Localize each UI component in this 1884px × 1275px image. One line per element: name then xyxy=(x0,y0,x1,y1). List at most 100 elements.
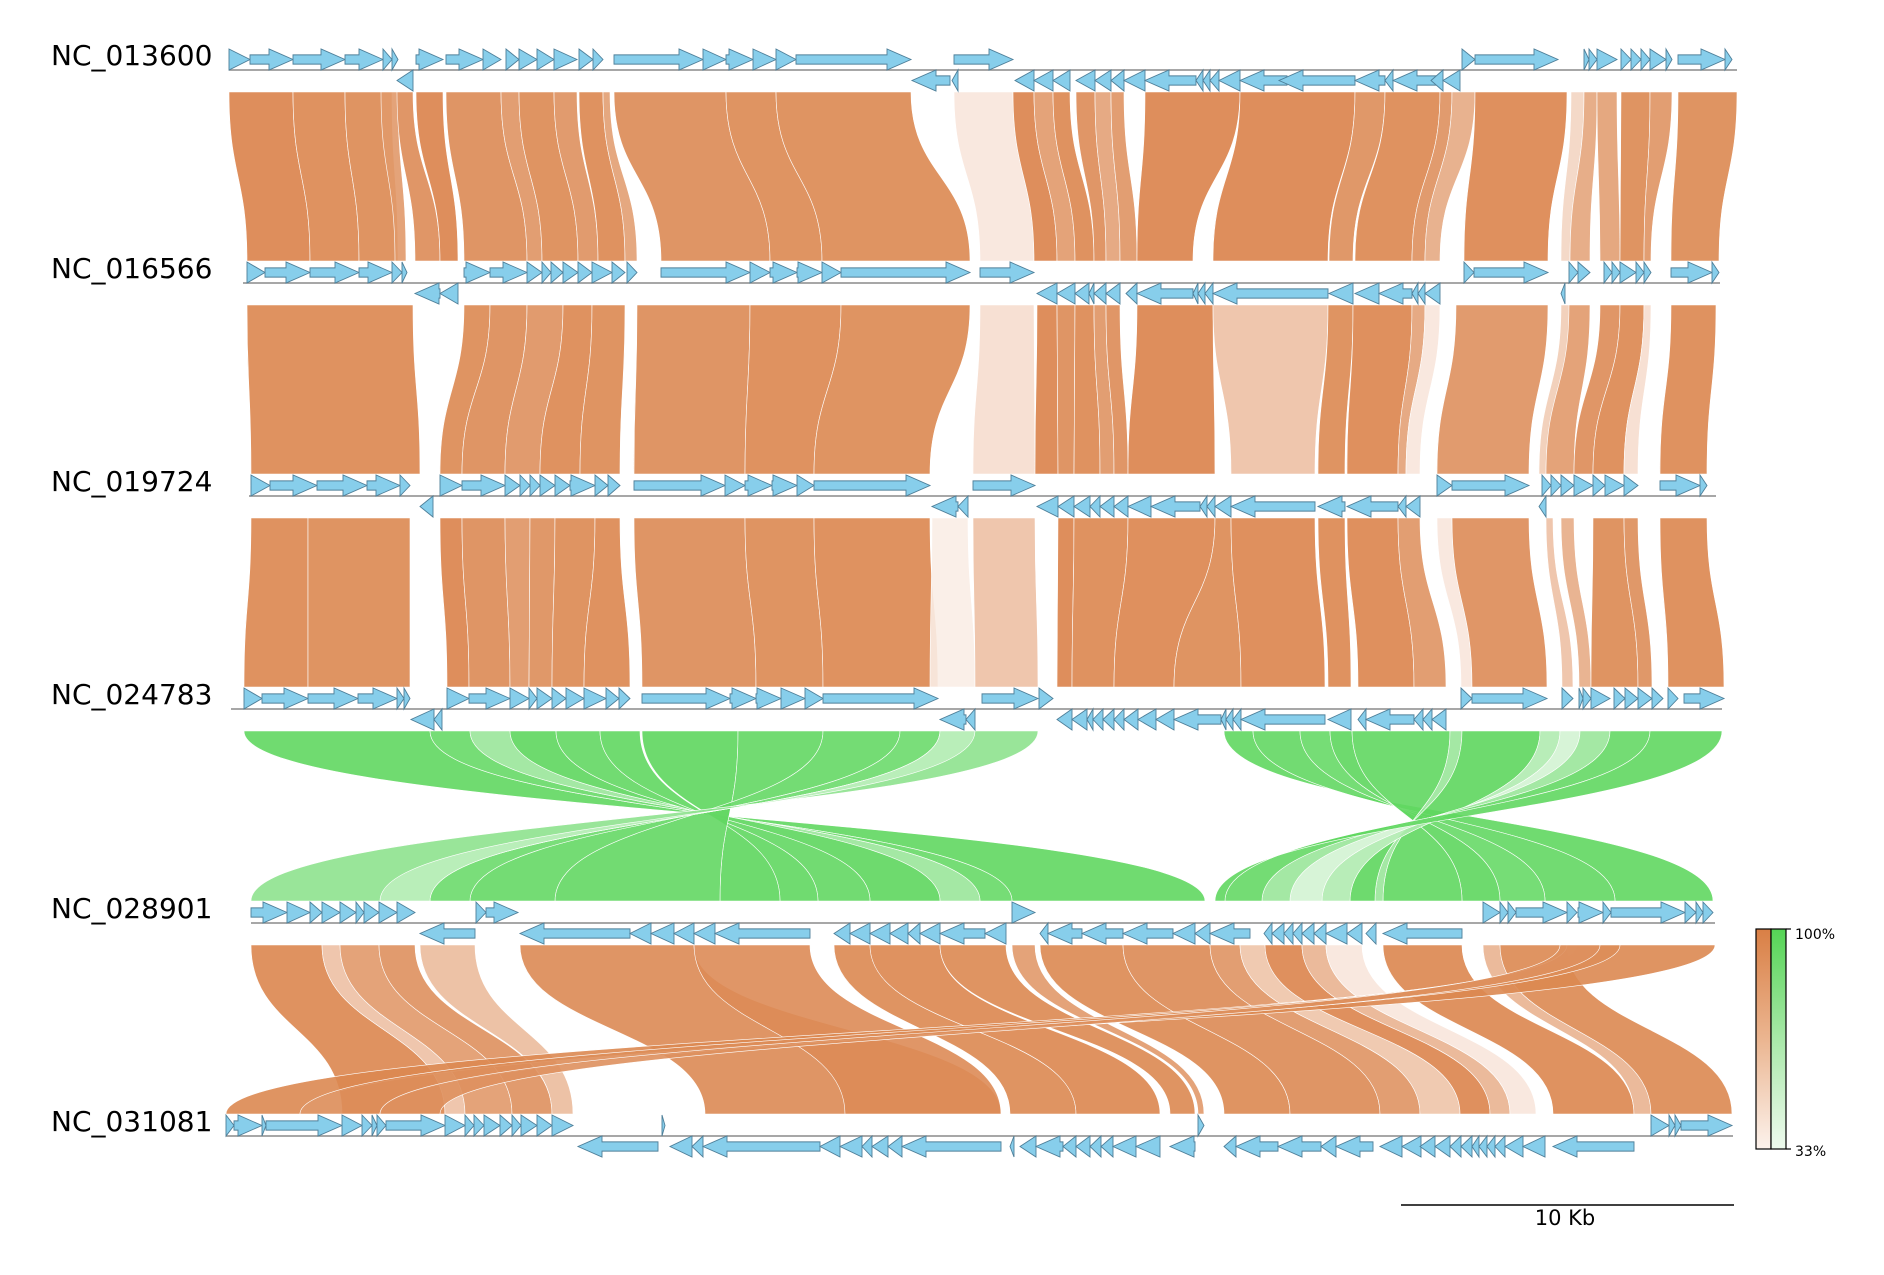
track-NC_031081 xyxy=(225,1113,1734,1159)
synteny-band xyxy=(1659,517,1725,688)
gene-arrow-forward-icon xyxy=(361,1113,373,1138)
gene-arrow-forward-icon xyxy=(744,474,774,497)
gene-arrow-forward-icon xyxy=(541,260,552,285)
gene-arrow-reverse-icon xyxy=(930,495,959,518)
gene-arrow-reverse-icon xyxy=(1424,282,1441,305)
synteny-band xyxy=(1569,91,1598,262)
gene-arrow-reverse-icon xyxy=(1214,495,1232,518)
gene-arrow-reverse-icon xyxy=(1168,1135,1196,1158)
gene-arrow-reverse-icon xyxy=(1397,494,1407,519)
gene-arrow-forward-icon xyxy=(536,687,553,710)
synteny-band xyxy=(972,517,1039,688)
gene-arrow-reverse-icon xyxy=(409,708,435,731)
gene-arrow-forward-icon xyxy=(1620,47,1632,72)
gene-arrow-forward-icon xyxy=(1566,900,1578,925)
gene-arrow-forward-icon xyxy=(415,48,445,71)
synteny-band xyxy=(1659,304,1717,475)
gene-arrow-reverse-icon xyxy=(1062,1135,1077,1158)
gene-arrow-reverse-icon xyxy=(1211,282,1329,305)
gene-arrow-reverse-icon xyxy=(1113,495,1129,518)
gene-arrow-reverse-icon xyxy=(1449,1134,1462,1159)
gene-arrow-reverse-icon xyxy=(1301,922,1315,945)
gene-arrow-reverse-icon xyxy=(413,282,441,305)
gene-arrow-reverse-icon xyxy=(919,922,941,945)
gene-arrow-reverse-icon xyxy=(1089,494,1101,519)
gene-arrow-reverse-icon xyxy=(1326,708,1352,731)
gene-arrow-forward-icon xyxy=(1038,687,1054,710)
gene-arrow-reverse-icon xyxy=(1239,708,1326,731)
gene-arrow-reverse-icon xyxy=(1345,495,1399,518)
gene-arrow-forward-icon xyxy=(607,474,621,497)
gene-arrow-forward-icon xyxy=(1670,261,1714,284)
gene-arrow-reverse-icon xyxy=(1478,1134,1488,1159)
gene-arrow-forward-icon xyxy=(577,261,593,284)
gene-arrow-forward-icon xyxy=(1683,687,1726,710)
gene-arrow-forward-icon xyxy=(225,1113,235,1138)
gene-arrow-reverse-icon xyxy=(907,922,921,945)
gene-arrow-forward-icon xyxy=(363,901,380,924)
gene-arrow-reverse-icon xyxy=(861,1134,873,1159)
gene-arrow-forward-icon xyxy=(1650,1114,1670,1137)
gene-arrow-forward-icon xyxy=(1590,687,1611,710)
synteny-band xyxy=(1670,91,1738,262)
gene-arrow-reverse-icon xyxy=(419,495,434,518)
gene-arrow-reverse-icon xyxy=(983,922,1007,945)
gene-arrow-forward-icon xyxy=(702,48,728,71)
gene-arrow-forward-icon xyxy=(482,48,502,71)
gene-arrow-forward-icon xyxy=(529,473,541,498)
gene-arrow-forward-icon xyxy=(796,474,815,497)
gene-arrow-reverse-icon xyxy=(418,922,476,945)
gene-arrow-forward-icon xyxy=(822,687,940,710)
gene-arrow-forward-icon xyxy=(475,900,487,925)
gene-arrow-reverse-icon xyxy=(1075,1135,1091,1158)
gene-arrow-forward-icon xyxy=(553,48,579,71)
gene-arrow-forward-icon xyxy=(358,261,394,284)
synteny-band xyxy=(1328,91,1386,262)
gene-arrow-forward-icon xyxy=(519,473,531,498)
synteny-band xyxy=(775,91,971,262)
gene-arrow-reverse-icon xyxy=(1143,69,1197,92)
gene-arrow-forward-icon xyxy=(1560,474,1575,497)
gene-arrow-reverse-icon xyxy=(1276,1135,1322,1158)
genome-tracks xyxy=(225,47,1737,1159)
track-label: NC_024783 xyxy=(51,678,213,711)
track-NC_028901 xyxy=(250,900,1715,946)
gene-arrow-reverse-icon xyxy=(518,922,631,945)
gene-arrow-reverse-icon xyxy=(1074,282,1090,305)
gene-arrow-forward-icon xyxy=(505,48,520,71)
gene-arrow-reverse-icon xyxy=(1113,707,1125,732)
gene-arrow-forward-icon xyxy=(1568,260,1579,285)
gene-arrow-forward-icon xyxy=(485,901,520,924)
synteny-band xyxy=(461,517,511,688)
gene-arrow-reverse-icon xyxy=(1197,281,1206,306)
gene-arrow-reverse-icon xyxy=(1283,921,1294,946)
gene-arrow-reverse-icon xyxy=(1560,282,1566,305)
gene-arrow-reverse-icon xyxy=(701,1135,821,1158)
gene-arrow-reverse-icon xyxy=(1056,708,1073,731)
gene-arrow-reverse-icon xyxy=(1346,922,1363,945)
gene-arrow-forward-icon xyxy=(355,900,365,925)
gene-arrow-forward-icon xyxy=(444,1114,466,1137)
gene-arrow-forward-icon xyxy=(1613,686,1626,711)
gene-arrow-forward-icon xyxy=(1592,474,1606,497)
gene-arrow-forward-icon xyxy=(1460,686,1473,711)
gene-arrow-forward-icon xyxy=(591,261,613,284)
synteny-band xyxy=(633,517,757,688)
gene-arrow-forward-icon xyxy=(1702,900,1714,925)
gene-arrow-reverse-icon xyxy=(1056,282,1076,305)
gene-arrow-forward-icon xyxy=(264,261,312,284)
gene-arrow-reverse-icon xyxy=(1313,922,1327,945)
gene-arrow-reverse-icon xyxy=(1093,282,1107,305)
gene-arrow-forward-icon xyxy=(1573,474,1594,497)
gene-arrow-forward-icon xyxy=(518,48,538,71)
synteny-band xyxy=(813,517,939,688)
gene-arrow-forward-icon xyxy=(771,474,799,497)
gene-arrow-forward-icon xyxy=(551,687,567,710)
gene-arrow-reverse-icon xyxy=(1405,495,1421,518)
track-NC_024783 xyxy=(231,686,1726,732)
gene-arrow-reverse-icon xyxy=(1171,922,1196,945)
gene-arrow-reverse-icon xyxy=(1035,495,1059,518)
gene-arrow-forward-icon xyxy=(1637,687,1653,710)
gene-arrow-forward-icon xyxy=(749,261,771,284)
colorbar-max-label: 100% xyxy=(1795,927,1836,943)
